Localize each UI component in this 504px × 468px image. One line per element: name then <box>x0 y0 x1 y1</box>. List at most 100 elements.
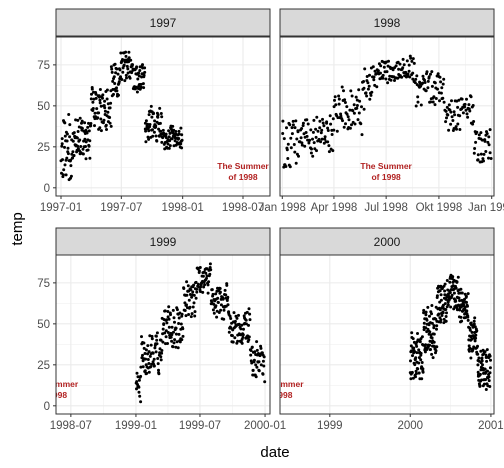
data-point <box>68 135 72 139</box>
data-point <box>103 106 107 110</box>
data-point <box>140 335 143 339</box>
data-point <box>65 156 69 160</box>
data-point <box>113 62 117 66</box>
data-point <box>331 149 335 153</box>
data-point <box>355 104 359 107</box>
data-point <box>290 132 294 136</box>
data-point <box>117 93 120 97</box>
data-point <box>171 345 175 349</box>
data-point <box>174 326 178 330</box>
data-point <box>182 287 186 290</box>
data-point <box>438 308 442 312</box>
x-tick-label: 1999 <box>317 420 343 432</box>
data-point <box>174 345 178 349</box>
data-point <box>60 137 64 141</box>
data-point <box>226 295 230 299</box>
data-point <box>231 340 235 344</box>
data-point <box>172 330 175 334</box>
data-point <box>141 63 144 67</box>
data-point <box>144 140 148 144</box>
data-point <box>350 123 353 127</box>
data-point <box>195 290 199 294</box>
data-point <box>61 173 65 177</box>
data-point <box>219 308 223 312</box>
data-point <box>297 154 300 158</box>
data-point <box>231 328 235 332</box>
data-point <box>424 89 428 93</box>
data-point <box>422 321 426 325</box>
data-point <box>139 85 143 89</box>
data-point <box>75 136 79 140</box>
data-point <box>65 132 69 136</box>
data-point <box>445 105 449 109</box>
data-point <box>103 109 107 113</box>
x-tick-label: Jul 1998 <box>364 202 407 214</box>
data-point <box>487 379 491 383</box>
data-point <box>194 280 198 284</box>
data-point <box>167 135 171 139</box>
data-point <box>102 118 106 122</box>
data-point <box>114 71 118 75</box>
data-point <box>156 113 160 117</box>
data-point <box>95 107 99 111</box>
data-point <box>424 313 428 317</box>
data-point <box>341 119 344 123</box>
data-point <box>86 125 90 129</box>
data-point <box>450 293 454 297</box>
data-point <box>160 349 164 352</box>
data-point <box>71 139 75 143</box>
data-point <box>310 147 313 151</box>
data-point <box>282 137 286 141</box>
data-point <box>358 99 362 103</box>
data-point <box>68 123 72 127</box>
data-point <box>239 327 243 331</box>
data-point <box>66 146 70 150</box>
data-point <box>388 74 392 78</box>
data-point <box>88 139 92 143</box>
data-points <box>281 54 493 169</box>
x-tick-label: 1999-01 <box>115 420 157 432</box>
x-tick-label: 1997-07 <box>100 202 142 214</box>
data-point <box>296 130 300 134</box>
panel-strip <box>55 227 271 256</box>
data-point <box>364 91 368 95</box>
data-point <box>315 115 319 119</box>
x-tick-label: 1999-07 <box>179 420 221 432</box>
data-point <box>410 331 414 335</box>
data-point <box>96 116 100 120</box>
data-point <box>292 143 296 146</box>
data-point <box>448 280 452 284</box>
data-point <box>173 320 176 324</box>
data-point <box>168 139 172 143</box>
data-point <box>186 284 190 288</box>
data-point <box>440 86 444 90</box>
data-point <box>294 119 298 123</box>
data-point <box>143 70 147 74</box>
data-point <box>362 107 366 111</box>
data-point <box>379 64 383 68</box>
y-tick-label: 75 <box>37 60 50 72</box>
data-point <box>366 87 370 91</box>
data-point <box>350 94 354 98</box>
data-point <box>430 84 434 88</box>
data-point <box>161 327 165 331</box>
y-tick-label: 0 <box>44 183 50 195</box>
data-point <box>411 337 415 341</box>
data-point <box>177 132 181 136</box>
data-point <box>101 93 105 97</box>
data-point <box>255 365 259 369</box>
data-point <box>401 57 405 61</box>
data-point <box>66 152 70 156</box>
data-point <box>455 280 459 284</box>
data-point <box>482 159 485 163</box>
data-point <box>244 322 248 326</box>
data-point <box>420 361 424 364</box>
data-point <box>455 308 459 312</box>
data-point <box>108 116 112 119</box>
data-point <box>412 61 416 65</box>
data-point <box>251 368 255 372</box>
data-point <box>167 305 171 309</box>
x-tick-label: 2000 <box>397 420 423 432</box>
data-point <box>420 377 424 381</box>
data-point <box>432 95 436 99</box>
